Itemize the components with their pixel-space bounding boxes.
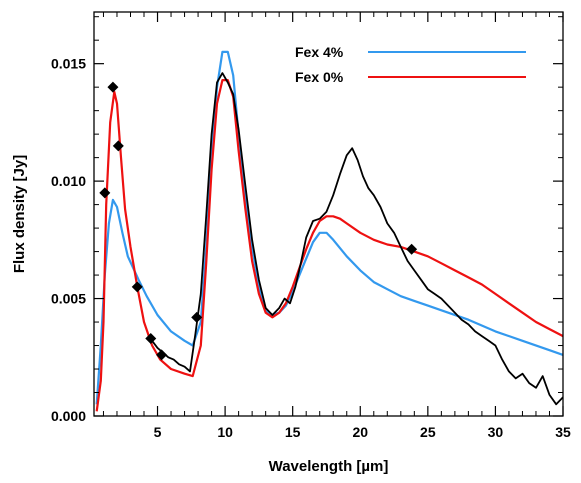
x-tick-label: 20: [352, 424, 368, 440]
y-tick-label: 0.005: [51, 291, 86, 307]
photometry-point-marker: [107, 81, 119, 93]
plot-area: [95, 50, 563, 412]
y-tick-label: 0.010: [51, 173, 86, 189]
y-axis-label: Flux density [Jy]: [11, 155, 28, 273]
x-tick-label: 35: [555, 424, 571, 440]
plot-frame: [93, 11, 564, 417]
legend-label: Fex 0%: [295, 69, 344, 85]
series-line-fex-0: [95, 79, 563, 412]
y-tick-label: 0.000: [51, 408, 86, 424]
series-line-fex-4: [95, 50, 563, 405]
legend-label: Fex 4%: [295, 44, 344, 60]
photometry-point-marker: [406, 243, 418, 255]
photometry-point-marker: [156, 349, 168, 361]
x-axis-label: Wavelength [µm]: [269, 458, 389, 475]
legend: Fex 4% Fex 0%: [295, 44, 526, 85]
x-tick-label: 10: [217, 424, 233, 440]
axes-frame: [93, 11, 564, 417]
photometry-point-marker: [145, 332, 157, 344]
photometry-point-marker: [99, 187, 111, 199]
photometry-point-marker: [112, 140, 124, 152]
x-tick-label: 25: [420, 424, 436, 440]
tick-marks: 5 10 15 20 25 30 35 0.000 0.005 0.010 0.015: [51, 12, 571, 440]
observed-spectrum-line: [151, 72, 563, 406]
y-tick-label: 0.015: [51, 56, 86, 72]
photometry-point-marker: [131, 281, 143, 293]
photometry-point-marker: [191, 311, 203, 323]
x-tick-label: 30: [488, 424, 504, 440]
x-tick-label: 5: [154, 424, 162, 440]
x-tick-label: 15: [285, 424, 301, 440]
